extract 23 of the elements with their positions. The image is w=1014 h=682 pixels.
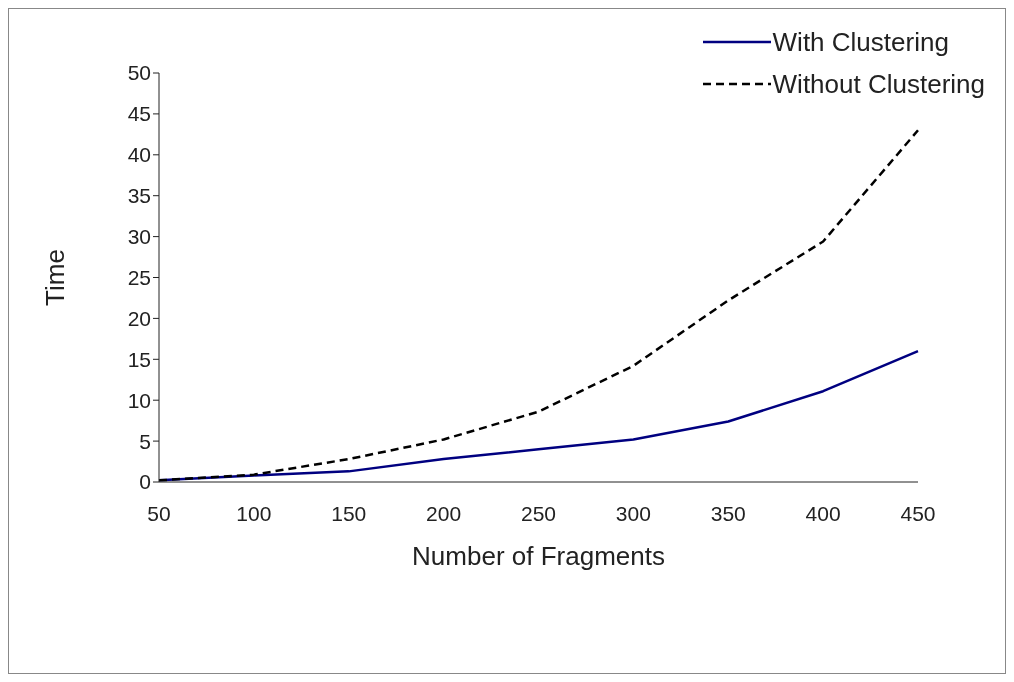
y-tick-label: 25: [127, 265, 151, 289]
x-tick-label: 250: [520, 501, 557, 525]
y-tick-label: 5: [139, 429, 151, 453]
x-tick-label: 400: [805, 501, 841, 525]
x-tick-label: 350: [710, 501, 746, 525]
x-tick-label: 300: [615, 501, 651, 525]
y-axis-title: Time: [40, 249, 71, 306]
y-tick-label: 10: [127, 388, 151, 412]
x-axis-title: Number of Fragments: [412, 541, 665, 571]
y-tick-label: 30: [127, 225, 151, 249]
y-tick-label: 15: [127, 347, 151, 371]
legend-label: With Clustering: [772, 26, 949, 58]
x-tick-label: 150: [331, 501, 367, 525]
y-tick-label: 20: [127, 306, 151, 330]
x-tick-label: 450: [900, 501, 936, 525]
y-tick-label: 35: [127, 184, 151, 208]
legend-label: Without Clustering: [772, 68, 985, 100]
x-tick-label: 200: [426, 501, 462, 525]
y-tick-label: 45: [127, 102, 151, 126]
y-tick-label: 40: [127, 143, 151, 167]
x-tick-label: 100: [236, 501, 272, 525]
y-tick-label: 0: [139, 470, 151, 494]
y-tick-label: 50: [127, 61, 151, 85]
